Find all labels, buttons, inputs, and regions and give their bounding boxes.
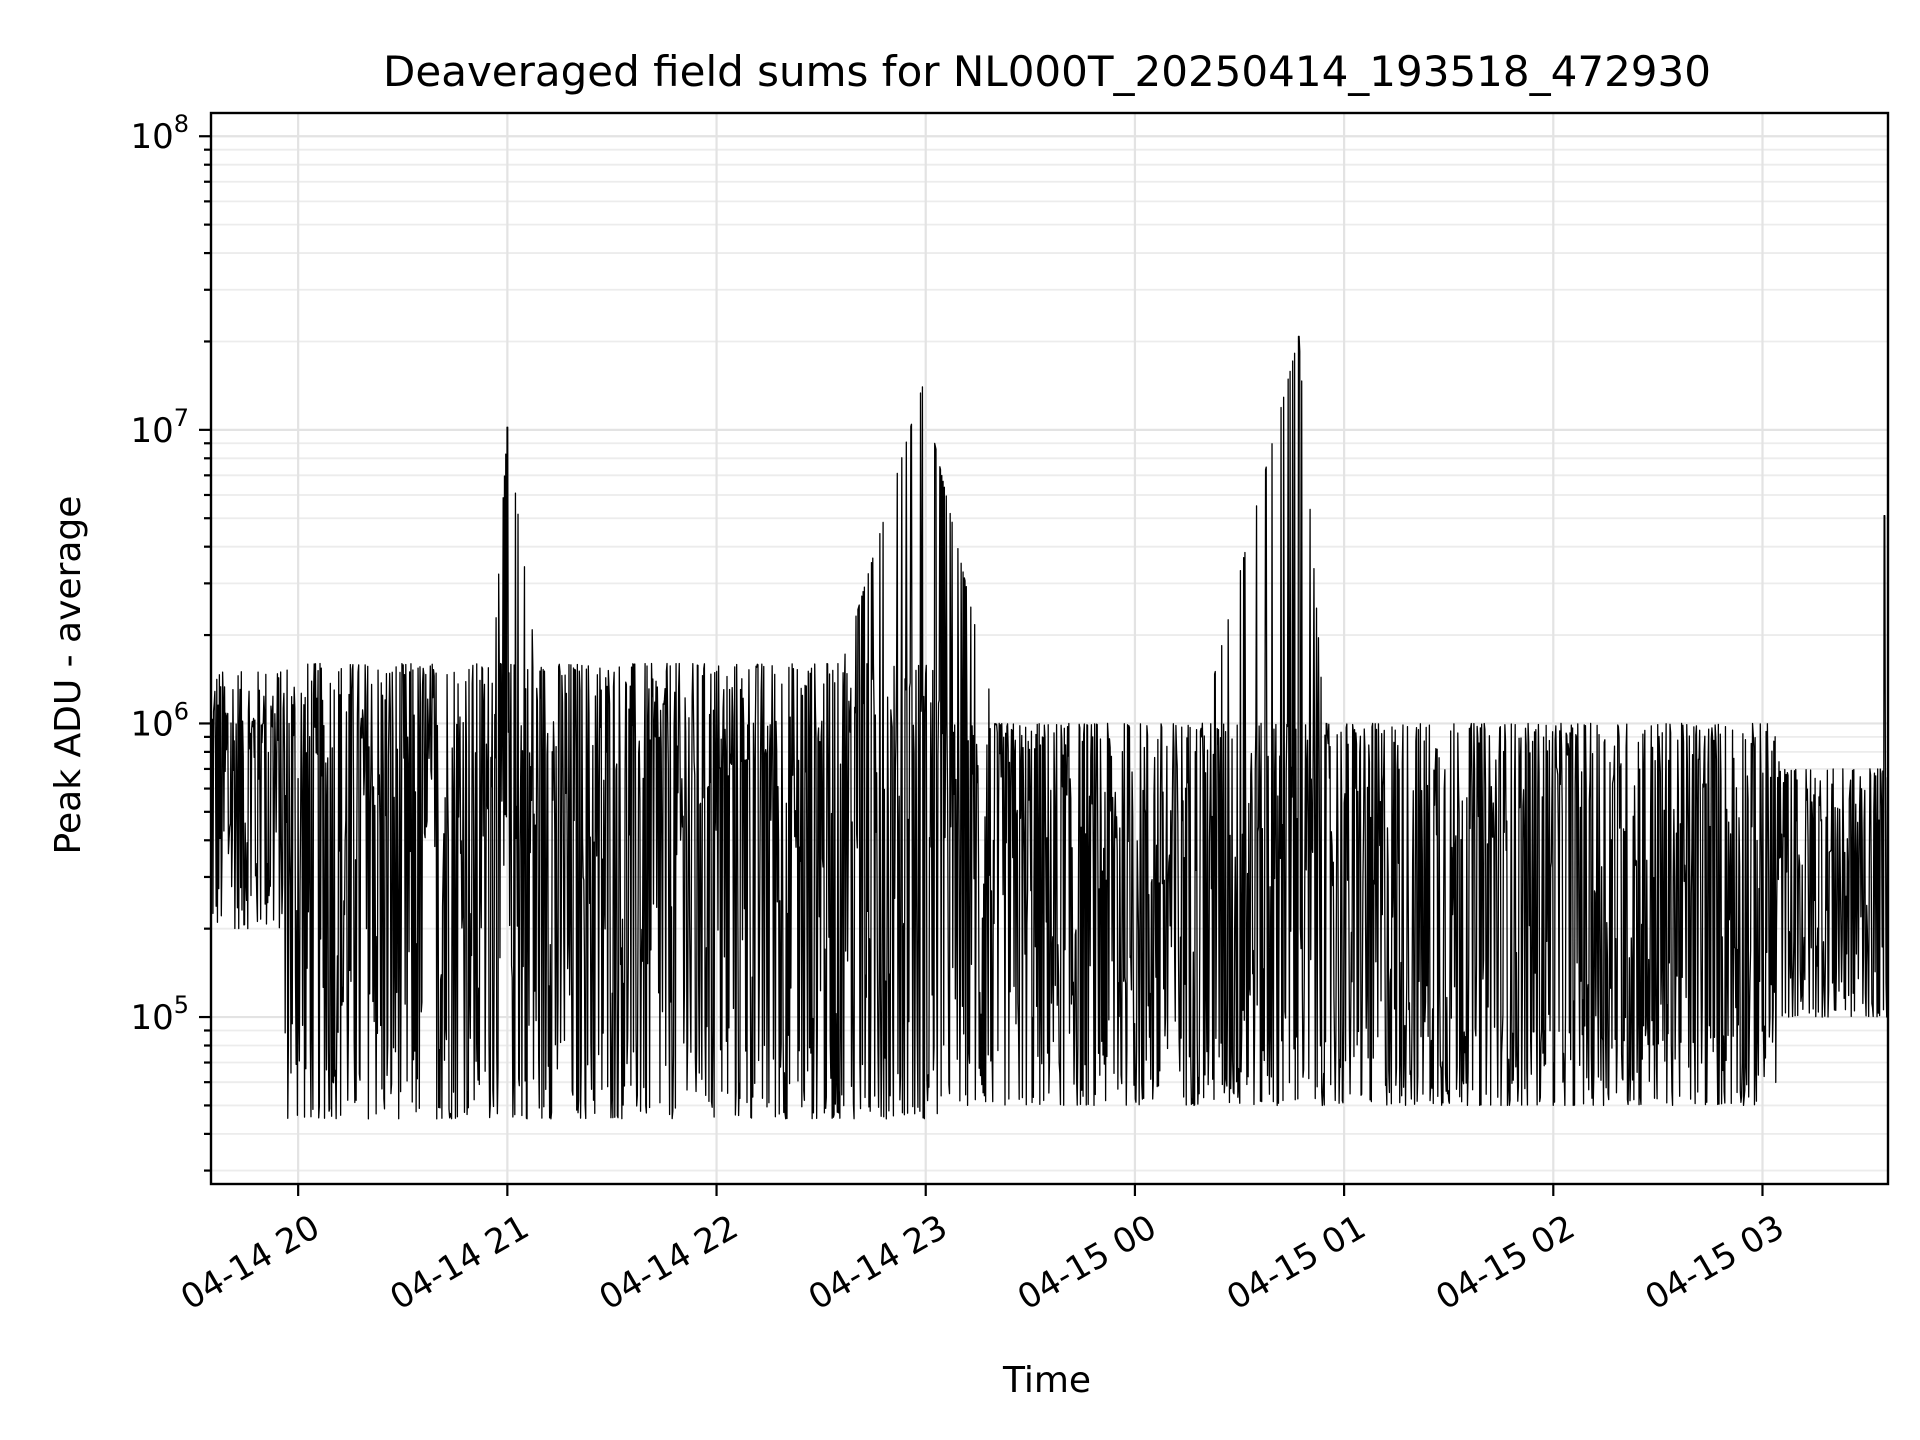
x-tick-label: 04-14 22: [593, 1207, 745, 1318]
series-line: [210, 335, 1889, 1120]
x-tick-label: 04-15 01: [1220, 1207, 1372, 1318]
x-axis-label: Time: [1002, 1360, 1091, 1401]
y-tick-label: 108: [130, 110, 189, 157]
x-tick-label: 04-15 02: [1429, 1207, 1581, 1318]
y-tick-label: 106: [130, 697, 189, 744]
y-tick-label: 105: [130, 991, 189, 1038]
x-tick-label: 04-14 20: [174, 1207, 326, 1318]
chart-title: Deaveraged field sums for NL000T_2025041…: [383, 47, 1711, 96]
y-axis-label: Peak ADU - average: [48, 496, 89, 855]
plot-frame: [209, 111, 1890, 1186]
x-tick-label: 04-15 03: [1639, 1207, 1791, 1318]
y-axis: 105 106 107 108: [130, 110, 211, 1172]
y-tick-label: 107: [130, 404, 189, 451]
x-axis: 04-14 20 04-14 21 04-14 22 04-14 23 04-15 00…: [174, 1184, 1791, 1318]
x-tick-label: 04-15 00: [1011, 1207, 1163, 1318]
x-tick-label: 04-14 23: [802, 1207, 954, 1318]
x-tick-label: 04-14 21: [383, 1207, 535, 1318]
